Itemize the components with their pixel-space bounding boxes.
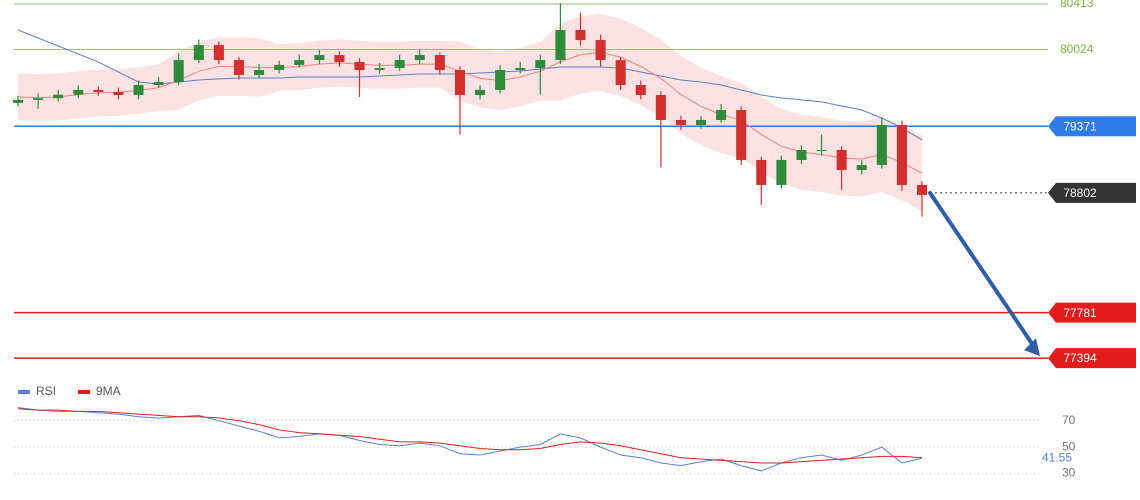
bollinger-band — [18, 13, 922, 211]
candle-body — [655, 95, 666, 120]
y-tick-label: 50 — [1062, 439, 1076, 453]
candle-body — [595, 39, 606, 61]
candle-body — [434, 55, 445, 71]
level-label: 79371 — [1063, 119, 1097, 133]
candle-body — [475, 89, 486, 95]
legend-label: 9MA — [96, 384, 121, 398]
candle-body — [796, 150, 807, 160]
candle-body — [173, 60, 184, 82]
candle-body — [495, 70, 506, 90]
candle-body — [233, 60, 244, 75]
candle-body — [575, 30, 586, 40]
candle-body — [876, 125, 887, 166]
candle-body — [33, 98, 44, 100]
candle-body — [153, 81, 164, 86]
candle-body — [756, 159, 767, 185]
level-label: 80024 — [1060, 42, 1094, 56]
level-tag — [1048, 348, 1136, 369]
candle-body — [635, 85, 646, 95]
candle-body — [12, 99, 24, 103]
candle-body — [274, 64, 285, 71]
level-tag — [1048, 182, 1136, 203]
moving-average — [17, 29, 923, 141]
candle-body — [394, 60, 405, 69]
candle-body — [736, 110, 747, 160]
candle-body — [294, 60, 305, 65]
candle-body — [454, 70, 465, 95]
candle-body — [515, 68, 526, 71]
candle-body — [816, 150, 827, 152]
candle-body — [716, 110, 727, 120]
candle-body — [535, 60, 546, 69]
candle-body — [856, 165, 867, 171]
y-tick-label: 30 — [1062, 466, 1076, 480]
legend-label: RSI — [36, 384, 56, 398]
y-tick-label: 70 — [1062, 413, 1076, 427]
level-label: 77394 — [1063, 351, 1097, 365]
candle-body — [73, 89, 84, 95]
level-label: 80413 — [1060, 0, 1094, 10]
forecast-arrow — [928, 190, 1037, 351]
level-tag — [1048, 116, 1136, 137]
candle-body — [354, 62, 365, 71]
candle-body — [314, 55, 325, 61]
candle-body — [916, 184, 928, 195]
current-value-label: 41.55 — [1042, 450, 1072, 464]
candle-body — [213, 45, 224, 61]
rsi-line — [17, 408, 923, 464]
candle-body — [696, 119, 707, 126]
candle-body — [776, 159, 787, 185]
legend-swatch — [78, 390, 90, 394]
legend-swatch — [18, 390, 30, 394]
level-label: 77781 — [1063, 306, 1097, 320]
arrow-head — [1024, 338, 1040, 357]
level-label: 78802 — [1063, 186, 1097, 200]
moving-average — [17, 51, 923, 174]
candle-body — [836, 150, 847, 171]
candle-body — [896, 125, 907, 185]
candle-body — [414, 55, 425, 61]
candle-body — [675, 119, 686, 126]
rsi-line — [17, 406, 923, 472]
candle-body — [615, 60, 626, 86]
candle-body — [113, 91, 124, 95]
candle-body — [53, 94, 64, 99]
candle-body — [193, 45, 204, 61]
candle-body — [254, 70, 265, 75]
candle-body — [93, 89, 104, 92]
candle-body — [555, 30, 566, 61]
candle-body — [334, 55, 345, 63]
candle-body — [374, 68, 385, 71]
candle-body — [133, 85, 144, 95]
level-tag — [1048, 302, 1136, 323]
